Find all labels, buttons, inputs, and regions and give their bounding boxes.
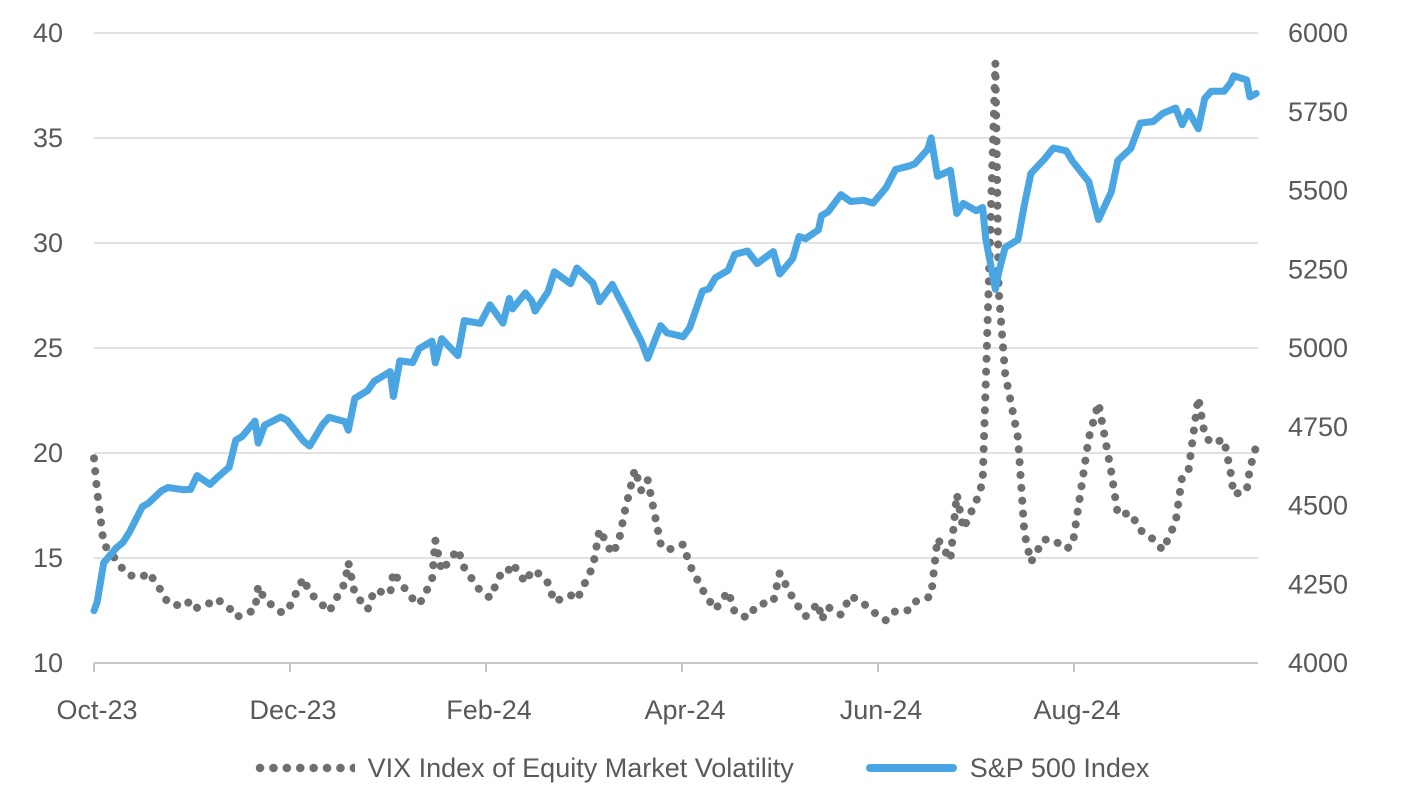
- y-axis-left-labels: 40 35 30 25 20 15 10: [33, 18, 63, 678]
- x-tick-label: Oct-23: [56, 695, 137, 725]
- y-right-tick-label: 5750: [1288, 97, 1348, 127]
- vix-dotted-swatch-icon: [255, 763, 355, 773]
- y-right-tick-label: 4000: [1288, 648, 1348, 678]
- y-right-tick-label: 5000: [1288, 333, 1348, 363]
- gridlines: [94, 32, 1258, 559]
- x-tick-label: Aug-24: [1033, 695, 1120, 725]
- y-right-tick-label: 4750: [1288, 412, 1348, 442]
- y-left-tick-label: 35: [33, 123, 63, 153]
- y-left-tick-label: 40: [33, 18, 63, 48]
- spx-series-line: [90, 72, 1260, 615]
- y-right-tick-label: 6000: [1288, 18, 1348, 48]
- x-axis: [93, 662, 1258, 672]
- y-left-tick-label: 25: [33, 333, 63, 363]
- y-right-tick-label: 4500: [1288, 491, 1348, 521]
- y-left-tick-label: 30: [33, 228, 63, 258]
- x-tick-label: Dec-23: [249, 695, 336, 725]
- legend-label-spx: S&P 500 Index: [969, 752, 1150, 783]
- y-right-tick-label: 5500: [1288, 176, 1348, 206]
- legend-item-vix: VIX Index of Equity Market Volatility: [255, 753, 794, 784]
- spx-line-swatch-icon: [865, 764, 957, 772]
- vix-series-line: [90, 59, 1261, 625]
- x-tick-label: Feb-24: [446, 695, 532, 725]
- x-tick-label: Jun-24: [840, 695, 923, 725]
- y-left-tick-label: 15: [33, 543, 63, 573]
- y-right-tick-label: 5250: [1288, 254, 1348, 284]
- y-left-tick-label: 20: [33, 438, 63, 468]
- y-axis-right-labels: 6000 5750 5500 5250 5000 4750 4500 4250 4000: [1288, 18, 1348, 678]
- legend-item-spx: S&P 500 Index: [865, 752, 1150, 784]
- y-left-tick-label: 10: [33, 648, 63, 678]
- chart-legend: VIX Index of Equity Market Volatility S&…: [0, 746, 1404, 790]
- legend-label-vix: VIX Index of Equity Market Volatility: [367, 752, 794, 783]
- x-tick-label: Apr-24: [644, 695, 725, 725]
- x-axis-labels: Oct-23 Dec-23 Feb-24 Apr-24 Jun-24 Aug-24: [56, 695, 1120, 725]
- y-right-tick-label: 4250: [1288, 569, 1348, 599]
